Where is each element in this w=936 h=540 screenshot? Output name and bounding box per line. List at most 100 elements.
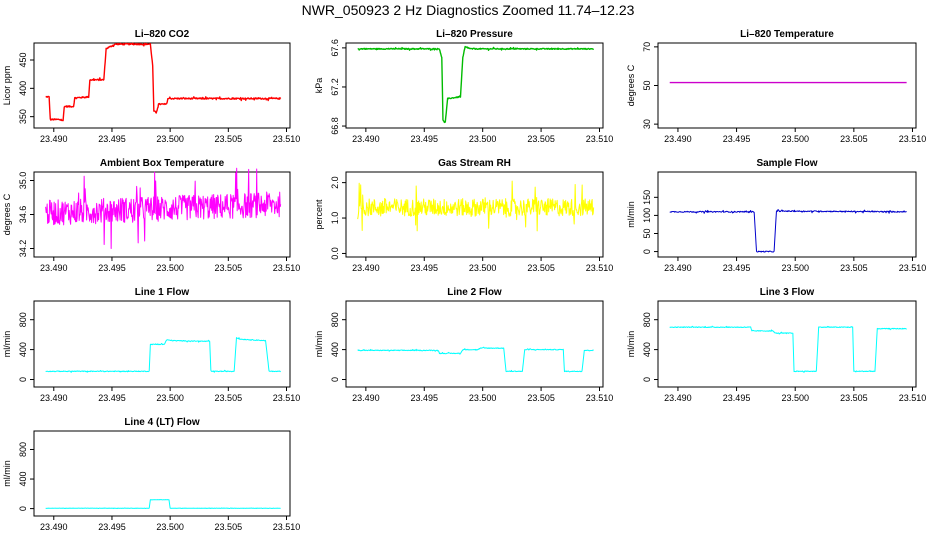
plot-frame <box>33 300 291 388</box>
x-tick-label: 23.510 <box>586 393 614 403</box>
panel-line4: Line 4 (LT) Flow ml/min 23.490 23.495 23.500… <box>2 417 300 532</box>
y-tick-label: 0 <box>642 377 652 382</box>
y-tick-label: 0 <box>18 506 28 511</box>
y-tick-label: 50 <box>642 228 652 238</box>
y-axis-label: ml/min <box>626 331 636 358</box>
panel-title: Sample Flow <box>756 158 817 169</box>
y-tick-label: 2.0 <box>330 176 340 189</box>
panel-title: Ambient Box Temperature <box>100 158 225 169</box>
y-tick-label: 0 <box>330 377 340 382</box>
y-tick-label: 800 <box>18 312 28 327</box>
x-tick-label: 23.510 <box>899 263 927 273</box>
y-tick-label: 70 <box>642 42 652 52</box>
y-tick-label: 35.0 <box>18 172 28 190</box>
x-tick-label: 23.510 <box>899 134 927 144</box>
x-tick-label: 23.510 <box>586 263 614 273</box>
x-tick-label: 23.500 <box>781 263 809 273</box>
x-tick-label: 23.500 <box>781 393 809 403</box>
panel-co2: Li–820 CO2 Licor ppm 23.490 23.495 23.500 23.… <box>2 29 300 144</box>
x-tick-label: 23.510 <box>273 393 301 403</box>
x-tick-label: 23.490 <box>352 134 380 144</box>
y-tick-label: 100 <box>642 208 652 223</box>
plot-frame <box>33 42 291 129</box>
x-tick-label: 23.490 <box>40 263 68 273</box>
y-tick-label: 50 <box>642 80 652 90</box>
series-line <box>45 499 281 510</box>
x-tick-label: 23.495 <box>98 134 126 144</box>
x-tick-label: 23.495 <box>98 263 126 273</box>
series-line <box>45 167 282 249</box>
x-tick-label: 23.495 <box>723 263 751 273</box>
x-tick-label: 23.505 <box>527 393 555 403</box>
y-axis-label: Licor ppm <box>2 66 12 106</box>
y-tick-label: 350 <box>18 109 28 124</box>
y-axis-label: ml/min <box>314 331 324 358</box>
panel-licor_temp: Li–820 Temperature degrees C 23.490 23.495 2… <box>626 29 926 144</box>
y-axis-label: degrees C <box>626 64 636 106</box>
y-tick-label: 400 <box>18 472 28 487</box>
x-tick-label: 23.500 <box>469 263 497 273</box>
x-tick-label: 23.510 <box>273 134 301 144</box>
panel-rh: Gas Stream RH percent 23.490 23.495 23.500 23… <box>314 158 613 273</box>
x-tick-label: 23.495 <box>98 522 126 532</box>
panel-pressure: Li–820 Pressure kPa 23.490 23.495 23.500 23.5… <box>314 29 613 144</box>
x-tick-label: 23.490 <box>352 263 380 273</box>
y-tick-label: 1.0 <box>330 212 340 225</box>
x-tick-label: 23.490 <box>40 393 68 403</box>
x-tick-label: 23.500 <box>781 134 809 144</box>
x-tick-label: 23.500 <box>156 134 184 144</box>
plot-frame <box>345 42 604 129</box>
panel-title: Li–820 Temperature <box>740 29 834 40</box>
plot-frame <box>33 430 291 517</box>
y-tick-label: 0.0 <box>330 247 340 260</box>
x-tick-label: 23.500 <box>156 522 184 532</box>
y-tick-label: 800 <box>642 312 652 327</box>
y-axis-label: percent <box>314 199 324 230</box>
plot-frame <box>345 300 604 388</box>
y-tick-label: 400 <box>18 342 28 357</box>
x-tick-label: 23.495 <box>98 393 126 403</box>
x-tick-label: 23.495 <box>723 134 751 144</box>
y-tick-label: 0 <box>18 377 28 382</box>
x-tick-label: 23.505 <box>527 263 555 273</box>
plot-frame <box>345 171 604 258</box>
panel-title: Line 1 Flow <box>135 287 190 298</box>
x-tick-label: 23.500 <box>156 393 184 403</box>
panel-sample_flow: Sample Flow ml/min 23.490 23.495 23.500 23.50… <box>626 158 926 273</box>
y-tick-label: 800 <box>18 442 28 457</box>
x-tick-label: 23.510 <box>586 134 614 144</box>
x-tick-label: 23.490 <box>40 522 68 532</box>
x-tick-label: 23.505 <box>840 393 868 403</box>
y-tick-label: 400 <box>18 81 28 96</box>
y-axis-label: ml/min <box>2 331 12 358</box>
y-tick-label: 400 <box>330 342 340 357</box>
series-line <box>45 42 282 122</box>
x-tick-label: 23.510 <box>273 263 301 273</box>
panel-line1: Line 1 Flow ml/min 23.490 23.495 23.500 23.50… <box>2 287 300 403</box>
y-tick-label: 34.6 <box>18 206 28 224</box>
y-tick-label: 800 <box>330 312 340 327</box>
y-tick-label: 150 <box>642 190 652 205</box>
series-line <box>45 337 281 373</box>
panel-title: Line 4 (LT) Flow <box>124 417 200 428</box>
y-tick-label: 34.2 <box>18 240 28 258</box>
x-tick-label: 23.505 <box>215 134 243 144</box>
y-axis-label: ml/min <box>2 460 12 487</box>
x-tick-label: 23.510 <box>273 522 301 532</box>
y-tick-label: 0 <box>642 249 652 254</box>
x-tick-label: 23.505 <box>840 263 868 273</box>
panel-title: Li–820 CO2 <box>135 29 190 40</box>
panel-box_temp: Ambient Box Temperature degrees C 23.490 23… <box>2 158 300 273</box>
x-tick-label: 23.505 <box>527 134 555 144</box>
x-tick-label: 23.505 <box>840 134 868 144</box>
y-tick-label: 400 <box>642 342 652 357</box>
figure-title: NWR_050923 2 Hz Diagnostics Zoomed 11.74… <box>302 2 635 18</box>
x-tick-label: 23.490 <box>664 134 692 144</box>
panel-title: Line 3 Flow <box>760 287 815 298</box>
y-axis-label: kPa <box>314 78 324 94</box>
x-tick-label: 23.500 <box>469 134 497 144</box>
x-tick-label: 23.505 <box>215 263 243 273</box>
x-tick-label: 23.505 <box>215 393 243 403</box>
y-tick-label: 66.8 <box>330 117 340 135</box>
